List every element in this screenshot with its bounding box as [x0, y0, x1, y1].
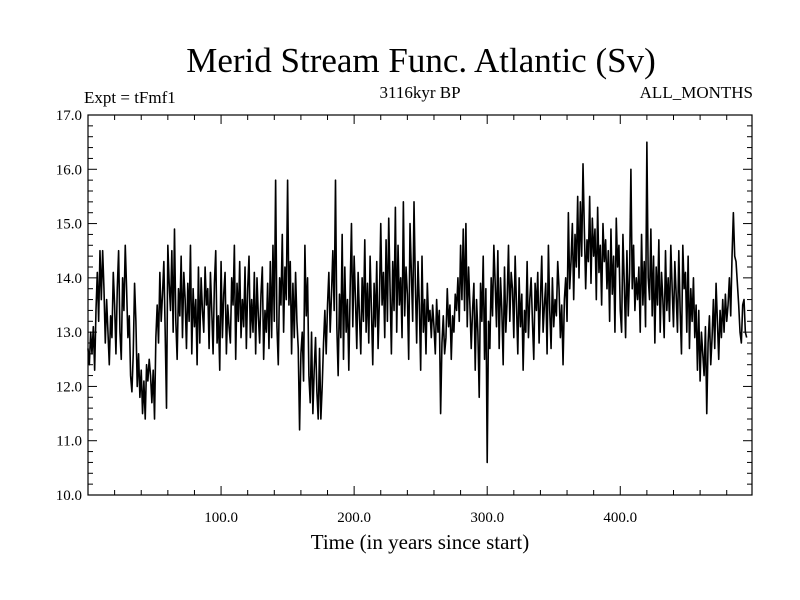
tick-labels: 10.0 11.0 12.0 13.0 14.0 15.0 16.0 17.0 100.0 200…: [56, 108, 637, 526]
x-tick-label: 200.0: [337, 510, 371, 526]
y-tick-label: 12.0: [56, 379, 82, 395]
y-tick-label: 15.0: [56, 217, 82, 233]
plot-frame: [87, 114, 753, 496]
months-label: ALL_MONTHS: [640, 83, 753, 102]
x-tick-label: 300.0: [470, 510, 504, 526]
y-tick-label: 11.0: [56, 434, 82, 450]
x-tick-label: 100.0: [204, 510, 238, 526]
y-tick-label: 16.0: [56, 162, 82, 178]
axis-ticks: [88, 114, 752, 496]
y-tick-label: 17.0: [56, 108, 82, 124]
y-tick-label: 14.0: [56, 271, 82, 287]
y-tick-label: 10.0: [56, 488, 82, 504]
chart-title: Merid Stream Func. Atlantic (Sv): [186, 41, 656, 80]
period-label: 3116kyr BP: [379, 83, 460, 102]
series-line-0: [87, 141, 748, 464]
plot-area: [87, 141, 748, 464]
x-axis-label: Time (in years since start): [311, 530, 530, 554]
y-tick-label: 13.0: [56, 325, 82, 341]
experiment-label: Expt = tFmf1: [84, 88, 176, 107]
x-tick-label: 400.0: [603, 510, 637, 526]
